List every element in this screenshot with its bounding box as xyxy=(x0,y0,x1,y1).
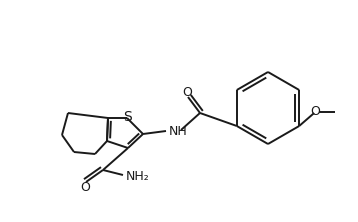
Text: O: O xyxy=(182,85,192,99)
Text: NH: NH xyxy=(169,125,188,137)
Text: O: O xyxy=(310,105,320,117)
Text: O: O xyxy=(80,180,90,194)
Text: S: S xyxy=(124,110,132,124)
Text: NH₂: NH₂ xyxy=(126,170,150,182)
